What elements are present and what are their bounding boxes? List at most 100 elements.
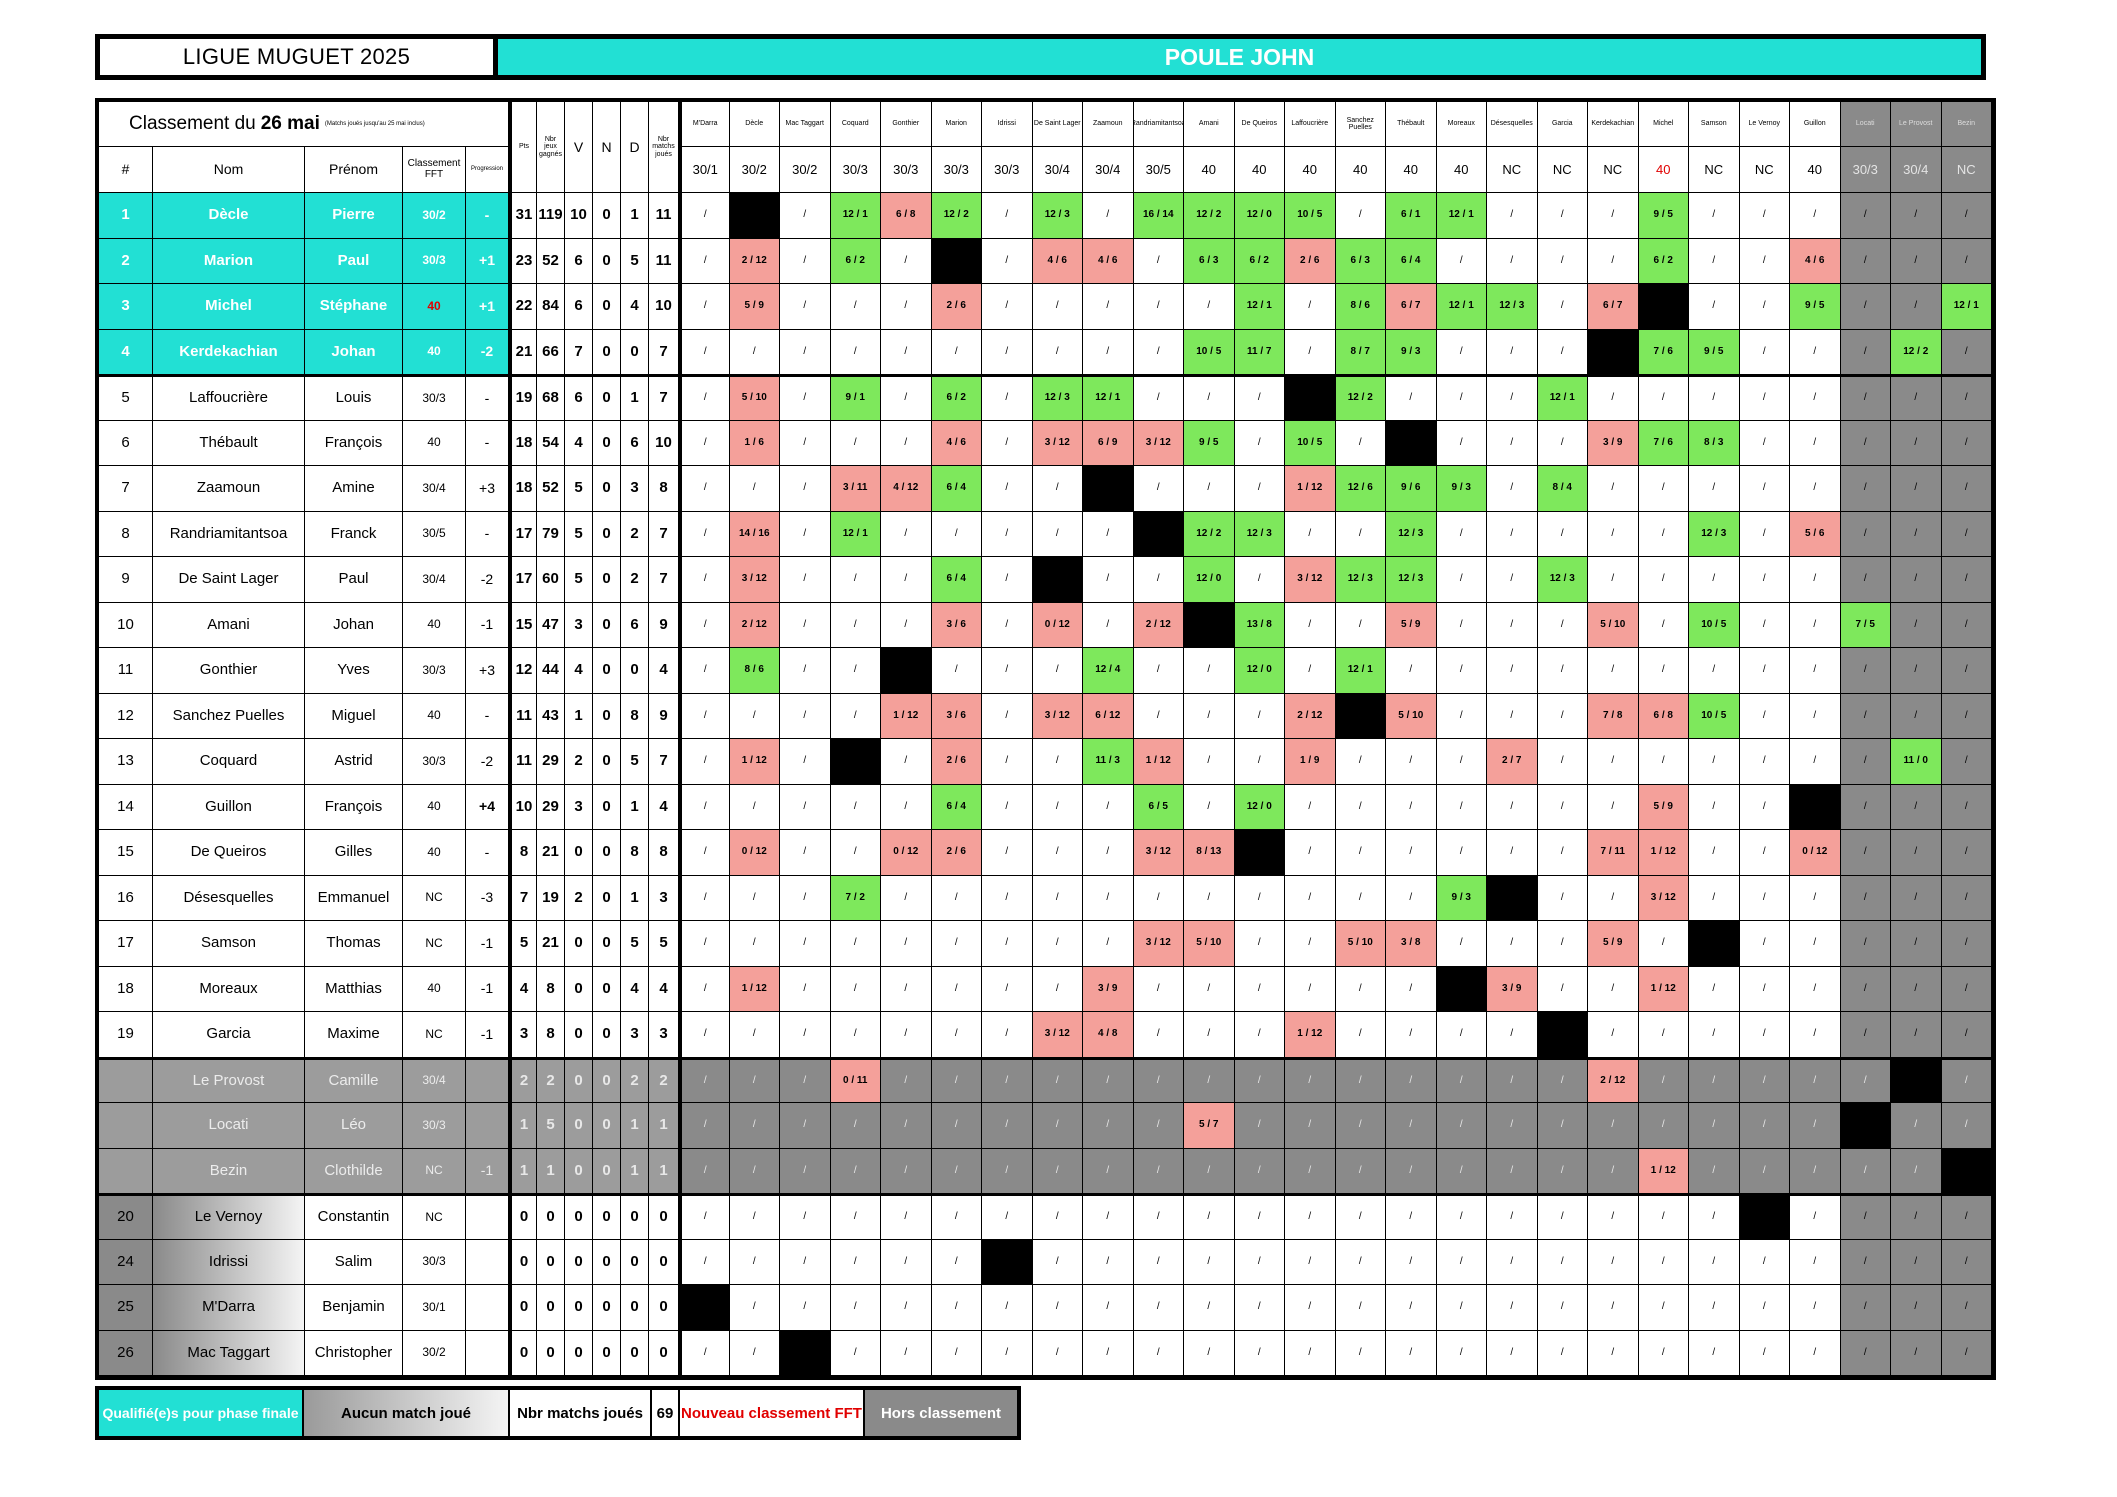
match-result: 3 / 11	[830, 466, 881, 512]
match-result: /	[1133, 557, 1184, 603]
match-result: /	[1790, 1239, 1841, 1285]
match-result: 12 / 2	[931, 193, 982, 239]
match-result: /	[1588, 1012, 1639, 1058]
col-pts: Pts	[509, 102, 537, 193]
player-fft-rank: 30/3	[403, 648, 466, 694]
match-result: /	[1032, 739, 1083, 785]
match-result: /	[881, 1057, 932, 1103]
row-rank: 4	[99, 329, 153, 375]
row-rank: 9	[99, 557, 153, 603]
match-result: /	[679, 193, 730, 239]
player-fft-rank: 30/3	[403, 1103, 466, 1149]
match-result: /	[931, 511, 982, 557]
match-result: /	[1487, 466, 1538, 512]
player-fft-rank: 30/3	[403, 238, 466, 284]
match-result: /	[982, 602, 1033, 648]
match-result: 13 / 8	[1234, 602, 1285, 648]
match-result: /	[982, 1330, 1033, 1376]
match-result: /	[1739, 1103, 1790, 1149]
stat-d: 5	[621, 921, 649, 967]
match-result: /	[1941, 830, 1992, 876]
stat-matchs: 3	[649, 1012, 679, 1058]
match-result: /	[1941, 921, 1992, 967]
match-result: /	[1790, 193, 1841, 239]
player-progression	[466, 1057, 509, 1103]
match-result: /	[982, 784, 1033, 830]
opponent-rank: 30/5	[1133, 147, 1184, 193]
opponent-rank: 40	[1436, 147, 1487, 193]
match-result: /	[1790, 1330, 1841, 1376]
stat-v: 6	[565, 284, 593, 330]
match-result: /	[1588, 193, 1639, 239]
stat-matchs: 0	[649, 1285, 679, 1331]
match-result: /	[982, 511, 1033, 557]
match-result: 6 / 12	[1083, 693, 1134, 739]
match-result: /	[1083, 830, 1134, 876]
match-result: 10 / 5	[1689, 602, 1740, 648]
col-prenom: Prénom	[305, 147, 403, 193]
match-result: /	[780, 557, 831, 603]
match-result: /	[982, 830, 1033, 876]
player-progression: -2	[466, 557, 509, 603]
match-result: /	[1588, 375, 1639, 421]
match-result: 6 / 5	[1133, 784, 1184, 830]
player-fft-rank: 40	[403, 329, 466, 375]
opponent-name: Marion	[931, 102, 982, 147]
match-result	[982, 1239, 1033, 1285]
opponent-name: Idrissi	[982, 102, 1033, 147]
match-result: /	[1386, 966, 1437, 1012]
match-result: /	[1537, 1057, 1588, 1103]
match-result: /	[1840, 466, 1891, 512]
match-result: /	[1588, 739, 1639, 785]
match-result: 5 / 9	[1588, 921, 1639, 967]
match-result: /	[1487, 693, 1538, 739]
match-result: /	[830, 830, 881, 876]
match-result: 5 / 10	[1588, 602, 1639, 648]
match-result: 11 / 3	[1083, 739, 1134, 785]
stat-n: 0	[593, 375, 621, 421]
match-result: /	[1436, 420, 1487, 466]
match-result: /	[780, 238, 831, 284]
stat-jeux: 0	[537, 1285, 565, 1331]
match-result: /	[1083, 1103, 1134, 1149]
match-result: /	[881, 1239, 932, 1285]
player-progression: +1	[466, 238, 509, 284]
row-rank	[99, 1148, 153, 1194]
stat-n: 0	[593, 1057, 621, 1103]
stat-d: 0	[621, 1330, 649, 1376]
player-firstname: Clothilde	[305, 1148, 403, 1194]
match-result: /	[780, 466, 831, 512]
match-result: /	[1032, 784, 1083, 830]
match-result: /	[1285, 284, 1336, 330]
match-result: /	[1790, 1194, 1841, 1240]
stat-pts: 18	[509, 420, 537, 466]
match-result: /	[1537, 966, 1588, 1012]
match-result: /	[1487, 1057, 1538, 1103]
opponent-name: Sanchez Puelles	[1335, 102, 1386, 147]
match-result: /	[1133, 966, 1184, 1012]
match-result: /	[1234, 739, 1285, 785]
match-result: /	[780, 784, 831, 830]
match-result: /	[881, 921, 932, 967]
opponent-name: Désesquelles	[1487, 102, 1538, 147]
opponent-rank: 40	[1285, 147, 1336, 193]
match-result: 6 / 2	[1638, 238, 1689, 284]
stat-v: 2	[565, 875, 593, 921]
match-result: /	[1436, 830, 1487, 876]
stat-pts: 22	[509, 284, 537, 330]
match-result: /	[881, 1194, 932, 1240]
match-result: /	[1032, 830, 1083, 876]
standings-caption: Classement du 26 mai (Matchs joués jusqu…	[99, 102, 509, 147]
match-result: 12 / 3	[1386, 511, 1437, 557]
match-result: /	[982, 875, 1033, 921]
match-result: /	[830, 329, 881, 375]
player-progression: +4	[466, 784, 509, 830]
match-result: /	[1436, 375, 1487, 421]
player-name: Laffoucrière	[153, 375, 305, 421]
row-rank: 17	[99, 921, 153, 967]
match-result: /	[1689, 1103, 1740, 1149]
match-result: /	[1335, 602, 1386, 648]
stat-v: 6	[565, 375, 593, 421]
match-result: 12 / 1	[1941, 284, 1992, 330]
match-result: /	[1537, 921, 1588, 967]
